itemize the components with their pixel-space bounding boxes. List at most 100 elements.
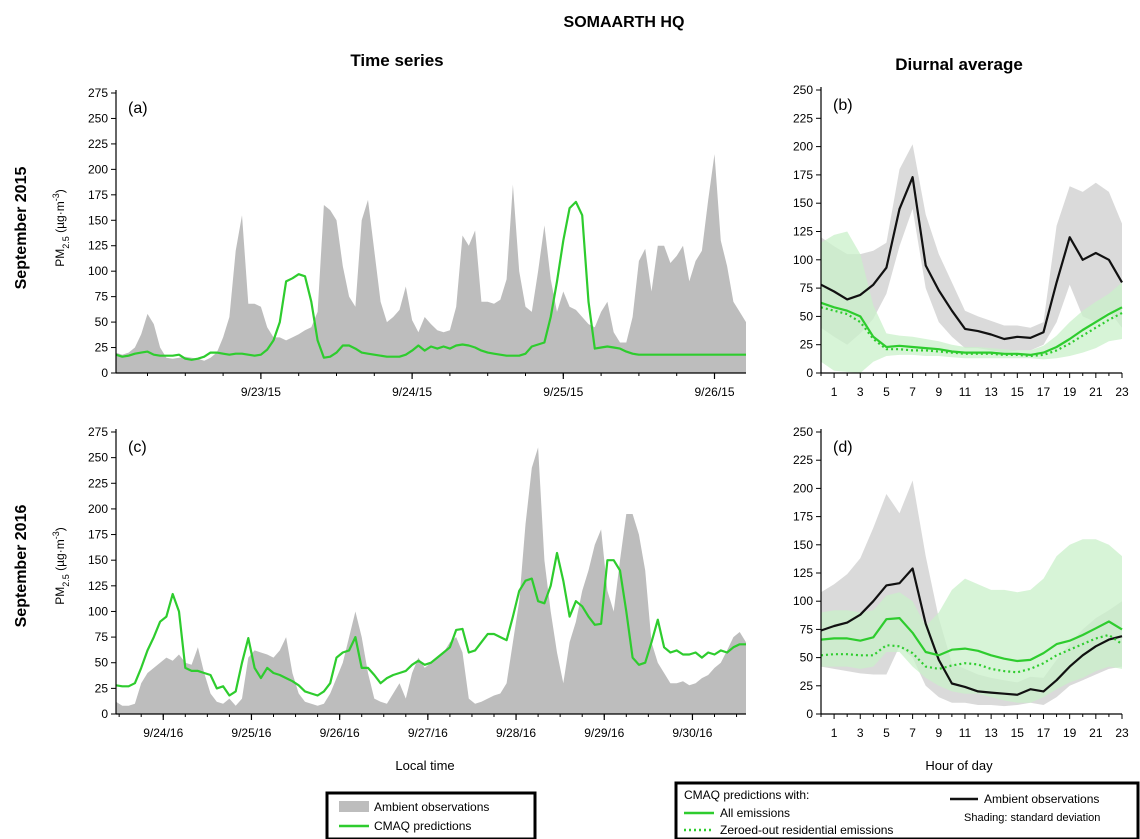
y-tick-label: 200: [88, 162, 108, 176]
panel-label: (b): [833, 97, 853, 114]
obs-area-0: [116, 154, 746, 373]
y-tick-label: 25: [800, 338, 814, 352]
y-tick-label: 75: [95, 630, 109, 644]
legend-obs-swatch: [339, 801, 369, 812]
x-tick-label: 17: [1037, 726, 1051, 740]
ylabel-sup: -3: [51, 531, 61, 539]
panel-c: 0 25 50 75 100 125 150 175 200 225 250 275 9/24/16 9/…: [88, 425, 746, 740]
x-tick-label: 9/23/15: [241, 385, 281, 399]
panel-a: 0 25 50 75 100 125 150 175 200 225 250 275 9/23/15 9/…: [88, 86, 746, 399]
legend-cmaq-label: CMAQ predictions: [374, 819, 471, 833]
y-tick-label: 50: [800, 309, 814, 323]
x-tick-label: 9/29/16: [584, 726, 624, 740]
y-tick-label: 250: [88, 111, 108, 125]
all-emis-line-1: [820, 301, 1123, 356]
y-tick-label: 0: [101, 707, 108, 721]
y-tick-label: 50: [95, 315, 109, 329]
legend-all-label: All emissions: [720, 806, 790, 820]
x-tick-label: 23: [1115, 726, 1129, 740]
y-tick-label: 150: [88, 553, 108, 567]
obs-sd-band-1: [821, 144, 1122, 353]
y-tick-label: 150: [793, 538, 813, 552]
ylabel-end: ): [53, 527, 67, 531]
obs-line-3: [820, 567, 1123, 696]
cmaq-line-2: [115, 551, 746, 697]
legend-right: CMAQ predictions with: All emissions Zer…: [674, 781, 1140, 839]
y-tick-label: 125: [793, 566, 813, 580]
legend-header: CMAQ predictions with:: [684, 788, 809, 802]
x-tick-label: 9: [935, 726, 942, 740]
y-tick-label: 250: [793, 425, 813, 439]
y-tick-label: 100: [88, 604, 108, 618]
y-tick-label: 0: [806, 707, 813, 721]
y-tick-label: 200: [793, 481, 813, 495]
col-title-timeseries: Time series: [350, 51, 443, 70]
x-tick-label: 21: [1089, 385, 1103, 399]
y-tick-label: 175: [88, 528, 108, 542]
y-tick-label: 75: [95, 290, 109, 304]
xlabel-time: Local time: [395, 758, 454, 773]
x-tick-label: 9: [935, 385, 942, 399]
cmaq-line-0: [115, 200, 746, 361]
x-tick-label: 9/30/16: [672, 726, 712, 740]
y-tick-label: 275: [88, 86, 108, 100]
x-tick-label: 9/28/16: [496, 726, 536, 740]
x-tick-label: 15: [1011, 385, 1025, 399]
ylabel-bottom: PM2.5 (µg·m-3): [51, 527, 71, 604]
y-tick-label: 0: [806, 366, 813, 380]
y-tick-label: 225: [88, 137, 108, 151]
x-tick-label: 21: [1089, 726, 1103, 740]
y-tick-label: 150: [88, 213, 108, 227]
legend-obs-label: Ambient observations: [374, 800, 489, 814]
y-tick-label: 250: [88, 451, 108, 465]
x-tick-label: 13: [984, 385, 998, 399]
col-title-diurnal: Diurnal average: [895, 55, 1023, 74]
y-tick-label: 75: [800, 281, 814, 295]
all-emis-line-3: [820, 616, 1123, 663]
y-tick-label: 225: [793, 453, 813, 467]
y-tick-label: 25: [95, 681, 109, 695]
legend-left: Ambient observations CMAQ predictions: [325, 791, 537, 839]
obs-area-2: [116, 447, 746, 714]
y-tick-label: 175: [88, 188, 108, 202]
y-tick-label: 125: [793, 225, 813, 239]
row-label-2015: September 2015: [13, 167, 30, 290]
ylabel-sub: 2.5: [61, 236, 71, 249]
y-tick-label: 200: [88, 502, 108, 516]
x-tick-label: 9/26/16: [320, 726, 360, 740]
panel-label: (a): [128, 100, 148, 117]
x-tick-label: 23: [1115, 385, 1129, 399]
y-tick-label: 100: [793, 253, 813, 267]
ylabel-sup: -3: [51, 193, 61, 201]
y-tick-label: 200: [793, 140, 813, 154]
y-tick-label: 25: [95, 341, 109, 355]
legend-zeroed-label: Zeroed-out residential emissions: [720, 823, 893, 837]
x-tick-label: 9/24/15: [392, 385, 432, 399]
x-tick-label: 19: [1063, 385, 1077, 399]
x-tick-label: 1: [831, 385, 838, 399]
legend-shading-note: Shading: standard deviation: [964, 812, 1100, 824]
y-tick-label: 175: [793, 510, 813, 524]
y-tick-label: 125: [88, 579, 108, 593]
legend-left-box: [325, 791, 537, 839]
ylabel-top: PM2.5 (µg·m-3): [51, 189, 71, 266]
y-tick-label: 50: [95, 656, 109, 670]
x-tick-label: 9/27/16: [408, 726, 448, 740]
y-tick-label: 100: [88, 264, 108, 278]
y-tick-label: 225: [88, 476, 108, 490]
ylabel-rest: (µg·m: [53, 539, 67, 574]
x-tick-label: 1: [831, 726, 838, 740]
figure-title: SOMAARTH HQ: [564, 14, 685, 31]
y-tick-label: 125: [88, 239, 108, 253]
legend-obs-line-label: Ambient observations: [984, 792, 1099, 806]
ylabel-end: ): [53, 189, 67, 193]
row-label-2016: September 2016: [13, 505, 30, 628]
zeroed-line-3: [820, 633, 1123, 674]
x-tick-label: 13: [984, 726, 998, 740]
ylabel-main: PM: [53, 249, 67, 267]
y-tick-label: 175: [793, 168, 813, 182]
x-tick-label: 7: [909, 385, 916, 399]
x-tick-label: 3: [857, 726, 864, 740]
